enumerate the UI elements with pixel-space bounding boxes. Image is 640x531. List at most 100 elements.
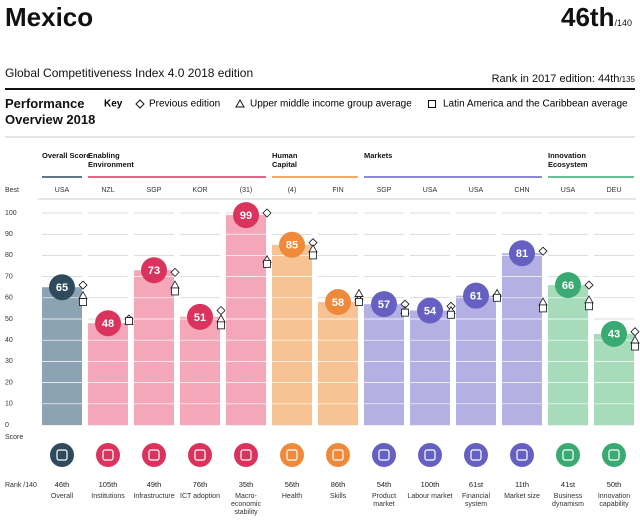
bar [88, 323, 128, 425]
previous-rank-block: Rank in 2017 edition: 44th/135 [492, 69, 635, 87]
score-badge [95, 310, 121, 337]
best-economy: NZL [101, 187, 114, 194]
comparison-marker [539, 304, 547, 313]
pillar-icon [602, 443, 626, 467]
score-value: 54 [424, 305, 437, 317]
score-value: 66 [562, 280, 574, 292]
pillar-icon [326, 443, 350, 467]
comparison-marker [125, 317, 133, 326]
pillar-name: Health [281, 493, 303, 500]
pillar-name: ICT adoption [180, 493, 220, 500]
comparison-marker [217, 321, 225, 330]
best-label: Best [5, 187, 19, 194]
pillar-name: Financial system [461, 493, 490, 508]
pillar-rank: 11th [515, 480, 529, 489]
score-badge [233, 202, 259, 229]
bar [364, 304, 404, 425]
bar [180, 316, 220, 425]
score-badge [49, 274, 75, 301]
score-value: 81 [516, 248, 528, 260]
key-marker [428, 100, 436, 108]
pillar-rank: 105th [99, 480, 118, 489]
section-title: Performance Overview 2018 [5, 96, 96, 127]
pillar-name: Labour market [407, 493, 453, 500]
best-economy: USA [55, 187, 70, 194]
comparison-marker [309, 251, 317, 260]
pillar-name: Market size [504, 493, 540, 500]
pillar-icon-glyph [562, 449, 574, 461]
score-value: 43 [608, 329, 620, 341]
comparison-marker [584, 280, 594, 290]
previous-rank-total: /135 [619, 75, 635, 84]
key-marker [235, 98, 245, 108]
group-label: Innovation Ecosystem [548, 151, 588, 169]
score-badge [325, 289, 351, 316]
pillar-icon [418, 443, 442, 467]
comparison-marker [263, 259, 271, 268]
title: Mexico [5, 2, 94, 32]
comparison-marker [171, 287, 179, 296]
group-label: Markets [364, 151, 393, 160]
y-tick-label: 50 [5, 316, 13, 323]
comparison-marker [170, 267, 180, 277]
score-value: 99 [240, 210, 252, 222]
bar [456, 295, 496, 425]
pillar-name: Macro-economic stability [231, 493, 261, 516]
pillar-icon [556, 443, 580, 467]
pillar-icon-glyph [516, 449, 528, 461]
pillar-rank: 46th [55, 480, 70, 489]
pillar-icon [188, 443, 212, 467]
y-tick-label: 0 [5, 422, 9, 429]
pillar-rank: 41st [561, 480, 576, 489]
pillar-icon-glyph [56, 449, 68, 461]
best-economy: KOR [192, 187, 207, 194]
y-tick-label: 40 [5, 337, 13, 344]
rank: 46th [561, 2, 615, 32]
bar [410, 310, 450, 425]
comparison-marker [216, 305, 226, 316]
score-badge [187, 303, 213, 330]
y-tick-label: 10 [5, 401, 13, 408]
score-badge [371, 291, 397, 318]
group-label: Overall Score [42, 151, 91, 160]
best-economy: SGP [377, 187, 392, 194]
group-label: Human Capital [272, 151, 298, 169]
score-badge [141, 257, 167, 284]
score-value: 65 [56, 282, 68, 294]
bar [226, 215, 266, 425]
best-economy: (31) [240, 187, 252, 194]
pillar-icon-glyph [194, 449, 206, 461]
pillar-icon [234, 443, 258, 467]
pillar-icon-glyph [240, 449, 252, 461]
pillar-rank: 100th [421, 480, 440, 489]
key-label: Key [104, 99, 123, 110]
y-tick-label: 90 [5, 231, 13, 238]
pillar-icon-glyph [102, 449, 114, 461]
best-economy: FIN [332, 187, 343, 194]
score-value: 61 [470, 291, 482, 303]
y-tick-label: 60 [5, 295, 13, 302]
bar [594, 333, 634, 425]
score-badge [601, 320, 627, 347]
best-economy: USA [469, 187, 484, 194]
score-value: 57 [378, 299, 390, 311]
pillar-icon [280, 443, 304, 467]
comparison-marker [262, 208, 272, 218]
pillar-icon [464, 443, 488, 467]
best-economy: CHN [514, 187, 529, 194]
score-badge [463, 282, 489, 309]
pillar-icon [142, 443, 166, 467]
pillar-icon [50, 443, 74, 467]
pillar-name: Institutions [91, 493, 125, 500]
group-label: Enabling Environment [88, 151, 134, 169]
y-tick-label: 80 [5, 252, 13, 259]
score-value: 51 [194, 312, 206, 324]
comparison-marker [585, 302, 593, 311]
bar [42, 287, 82, 425]
rank-label: Rank /140 [5, 482, 37, 489]
rank-total: /140 [614, 18, 632, 28]
y-tick-label: 30 [5, 358, 13, 365]
pillar-icon-glyph [424, 449, 436, 461]
